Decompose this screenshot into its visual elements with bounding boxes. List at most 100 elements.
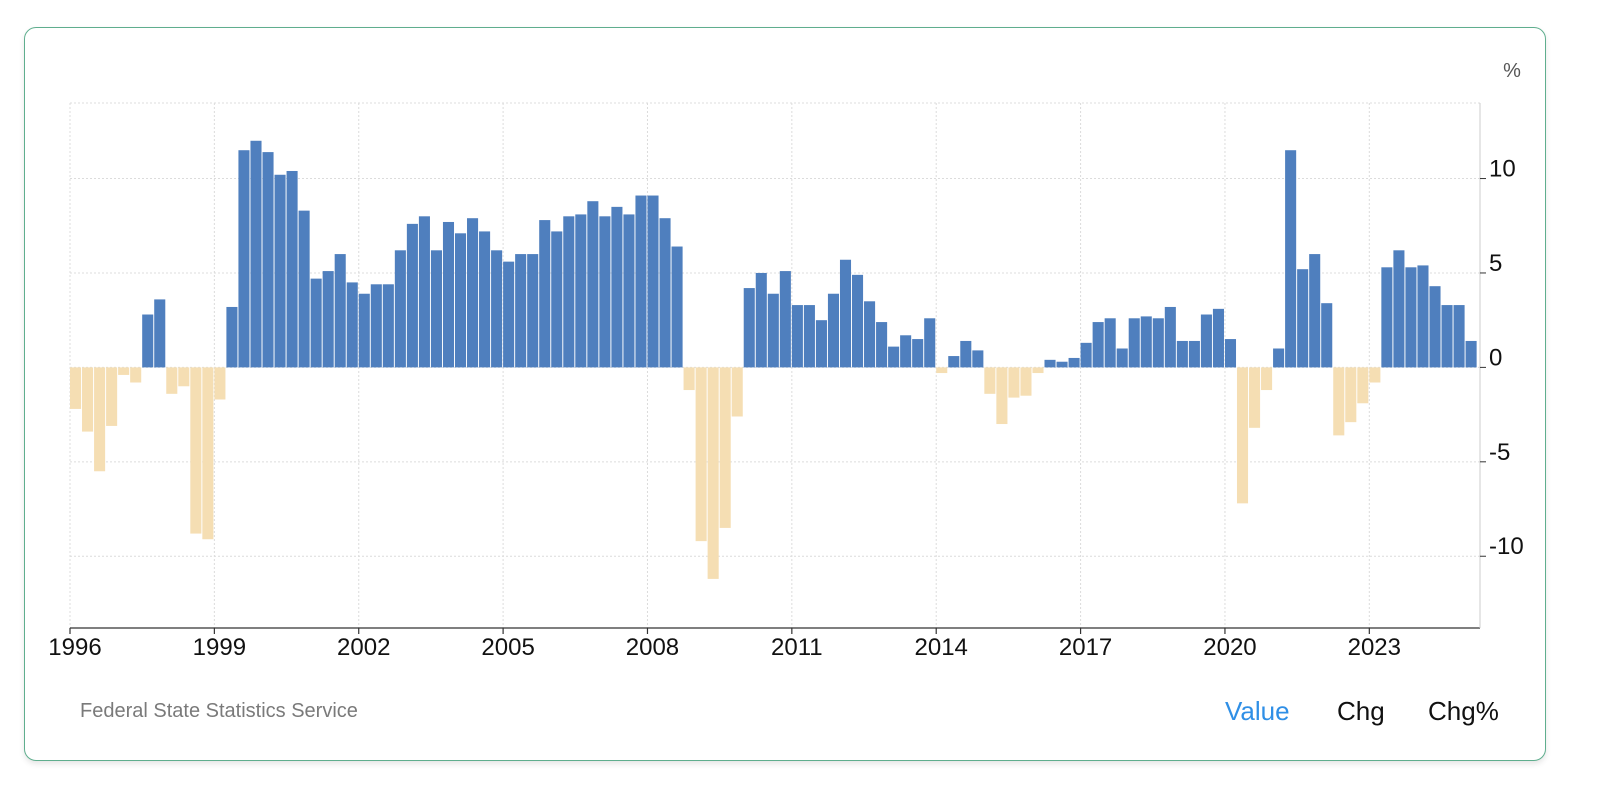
bar <box>1381 267 1393 368</box>
bar <box>1104 318 1116 368</box>
bar <box>996 367 1008 425</box>
bar <box>142 314 154 368</box>
bar <box>635 195 647 368</box>
bar <box>70 367 82 409</box>
bar <box>418 216 430 368</box>
bar <box>1152 318 1164 368</box>
bar <box>118 367 130 375</box>
bar <box>334 254 346 368</box>
bar <box>1285 150 1297 368</box>
bar <box>1249 367 1261 428</box>
bar <box>539 220 551 368</box>
bar <box>1261 367 1273 391</box>
bar <box>226 306 238 368</box>
chart-card <box>24 27 1546 761</box>
y-tick-label: -10 <box>1489 533 1524 560</box>
bar <box>587 201 599 368</box>
bar <box>491 250 503 368</box>
bar <box>743 288 755 368</box>
bar <box>1008 367 1020 398</box>
bar <box>948 356 960 368</box>
bar <box>346 282 358 368</box>
value-toggle[interactable]: Value <box>1225 696 1290 726</box>
x-tick-label: 2023 <box>1348 634 1401 661</box>
bar <box>599 216 611 368</box>
y-tick-label: -5 <box>1489 439 1510 466</box>
bar <box>82 367 94 432</box>
axes: 1996 1999 2002 2005 2008 2011 2014 2017 2020 2023… <box>48 103 1524 661</box>
bar <box>250 140 262 368</box>
bar <box>94 367 106 472</box>
bar <box>611 206 623 368</box>
bar <box>1453 305 1465 368</box>
bar <box>178 367 190 387</box>
bar <box>370 284 382 368</box>
bar <box>1357 367 1369 404</box>
bar <box>563 216 575 368</box>
bar <box>394 250 406 368</box>
x-tick-label: 2011 <box>771 634 823 661</box>
bar <box>803 305 815 368</box>
bar <box>479 231 491 368</box>
bar <box>924 318 936 368</box>
bar <box>274 174 286 368</box>
bar <box>864 301 876 368</box>
bar <box>755 272 767 368</box>
x-tick-label: 2008 <box>626 634 679 661</box>
bar <box>1092 322 1104 368</box>
bar <box>912 339 924 368</box>
bar <box>430 250 442 368</box>
x-tick-label: 2005 <box>481 634 534 661</box>
bar <box>1176 340 1188 368</box>
bar <box>442 221 455 368</box>
bar <box>202 367 214 540</box>
bar <box>683 367 695 391</box>
bar <box>647 195 659 368</box>
bar <box>972 350 984 368</box>
bar <box>154 299 166 368</box>
bar <box>454 233 467 368</box>
bar <box>1140 316 1152 368</box>
bar <box>467 218 479 368</box>
bar <box>719 367 731 528</box>
bar <box>851 274 864 368</box>
bar <box>130 367 142 383</box>
bar <box>876 322 888 368</box>
bar <box>1224 339 1237 368</box>
bar <box>515 254 527 368</box>
bar <box>623 214 635 368</box>
bar <box>503 261 515 368</box>
bar <box>984 367 996 394</box>
bar <box>382 284 394 368</box>
bar <box>659 218 671 368</box>
bar <box>1465 340 1477 368</box>
unit-label: % <box>1503 60 1521 82</box>
x-tick-label: 2002 <box>337 634 390 661</box>
y-tick-label: 0 <box>1489 344 1502 371</box>
bar <box>166 367 178 394</box>
bar <box>106 367 118 426</box>
bar <box>1056 361 1068 368</box>
bar <box>1333 367 1345 436</box>
bar <box>1405 267 1417 368</box>
bar <box>960 340 972 368</box>
bar <box>1068 357 1080 368</box>
bar <box>1032 367 1044 374</box>
bar <box>406 223 418 368</box>
bar <box>767 293 779 368</box>
bar <box>322 271 334 368</box>
bar <box>214 367 226 400</box>
bars <box>70 140 1477 579</box>
chg-toggle[interactable]: Chg <box>1337 696 1385 726</box>
bar <box>190 367 202 534</box>
bar <box>527 254 539 368</box>
bar <box>1128 318 1140 368</box>
bar <box>1441 305 1453 368</box>
chg-percent-toggle[interactable]: Chg% <box>1428 696 1499 726</box>
bar <box>815 320 827 368</box>
y-tick-label: 10 <box>1489 156 1516 183</box>
bar <box>1116 348 1128 368</box>
x-tick-label: 2014 <box>915 634 968 661</box>
bar <box>358 293 370 368</box>
x-tick-label: 2020 <box>1203 634 1256 661</box>
